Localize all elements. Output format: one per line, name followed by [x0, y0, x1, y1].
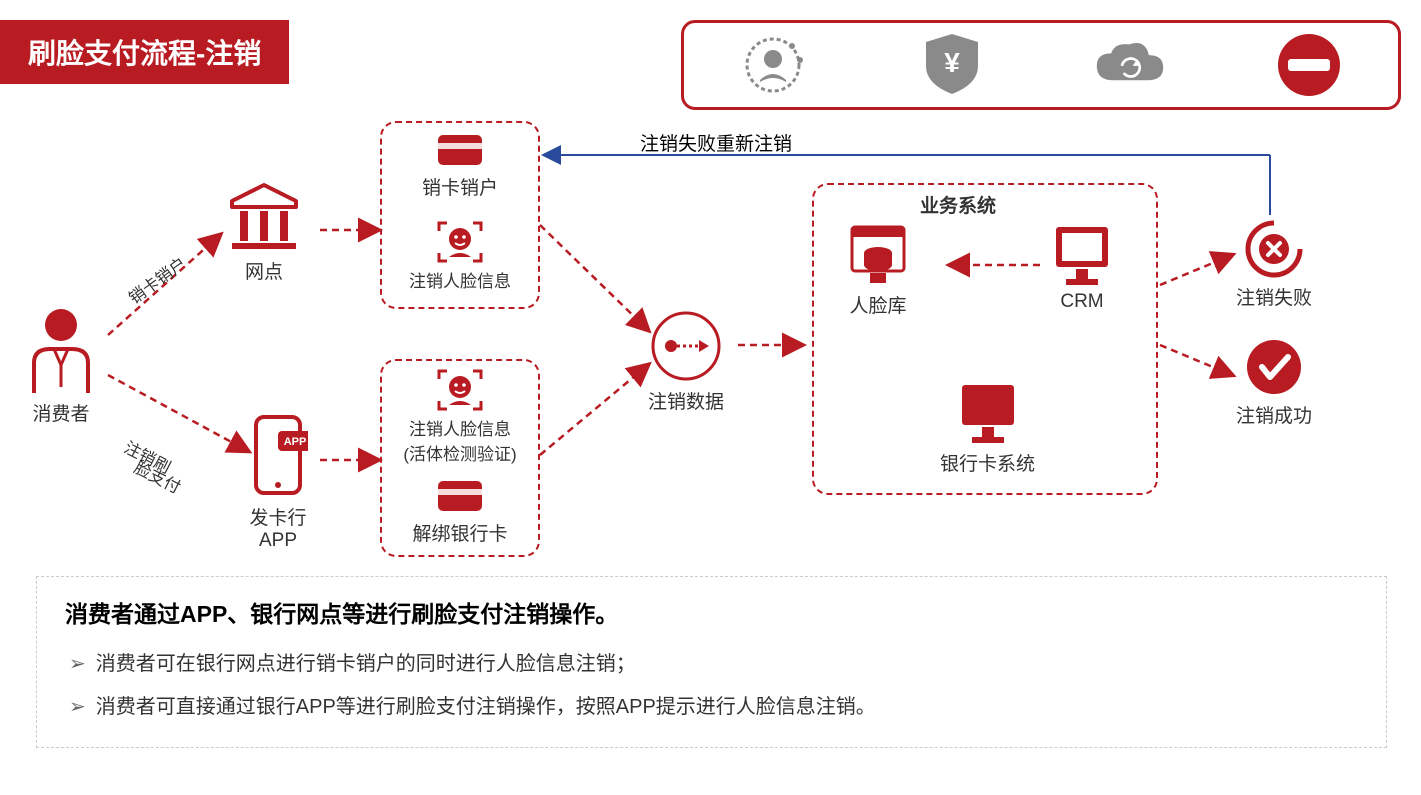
unbind-card-node: 解绑银行卡	[400, 475, 520, 546]
yen-shield-icon: ¥	[917, 30, 987, 100]
success-label: 注销成功	[1236, 401, 1312, 428]
cancel-face1-label: 注销人脸信息	[409, 267, 511, 292]
page-title-banner: 刷脸支付流程-注销	[0, 20, 289, 84]
app-label-1: 发卡行	[249, 503, 306, 530]
cancel-face2-label-2: (活体检测验证)	[403, 440, 516, 465]
cancel-data-node: 注销数据	[648, 309, 724, 414]
cancel-card-label: 销卡销户	[422, 173, 498, 200]
biz-title-text: 业务系统	[920, 191, 996, 218]
cancel-face2-node: 注销人脸信息 (活体检测验证)	[386, 365, 534, 465]
fail-node: 注销失败	[1236, 219, 1312, 310]
bullet-2: 消费者可直接通过银行APP等进行刷脸支付注销操作，按照APP提示进行人脸信息注销…	[65, 690, 1358, 719]
branch-label: 网点	[245, 257, 283, 284]
face-db-label: 人脸库	[849, 291, 906, 318]
success-node: 注销成功	[1236, 337, 1312, 428]
face-db-node: 人脸库	[846, 223, 910, 318]
cancel-card-node: 销卡销户	[400, 129, 520, 200]
top-icon-bar: ¥	[681, 20, 1401, 110]
cancel-face1-node: 注销人脸信息	[396, 217, 524, 292]
cancel-face2-label-1: 注销人脸信息	[409, 415, 511, 440]
cancel-data-label: 注销数据	[648, 387, 724, 414]
feedback-label: 注销失败重新注销	[640, 129, 792, 156]
flow-diagram: 消费者 网点 APP 发卡行 APP 销卡销户	[0, 115, 1421, 560]
page-title: 刷脸支付流程-注销	[28, 38, 261, 69]
cloud-sync-icon	[1095, 30, 1165, 100]
svg-text:¥: ¥	[944, 47, 960, 78]
crm-node: CRM	[1048, 223, 1116, 313]
app-node: APP 发卡行 APP	[248, 413, 308, 552]
bullet-1: 消费者可在银行网点进行销卡销户的同时进行人脸信息注销；	[65, 647, 1358, 676]
app-label-2: APP	[259, 530, 297, 552]
consumer-label: 消费者	[32, 399, 89, 426]
crm-label: CRM	[1060, 291, 1103, 313]
fail-label: 注销失败	[1236, 283, 1312, 310]
no-entry-icon	[1274, 30, 1344, 100]
consumer-node: 消费者	[28, 305, 94, 426]
description-title: 消费者通过APP、银行网点等进行刷脸支付注销操作。	[65, 595, 1358, 629]
bank-card-sys-node: 银行卡系统	[940, 381, 1035, 476]
bank-card-sys-label: 银行卡系统	[940, 449, 1035, 476]
biz-system-title: 业务系统	[920, 187, 996, 218]
unbind-card-label: 解绑银行卡	[412, 519, 507, 546]
branch-node: 网点	[224, 183, 304, 284]
app-badge: APP	[284, 436, 307, 448]
description-box: 消费者通过APP、银行网点等进行刷脸支付注销操作。 消费者可在银行网点进行销卡销…	[36, 576, 1387, 748]
user-circle-icon	[738, 30, 808, 100]
